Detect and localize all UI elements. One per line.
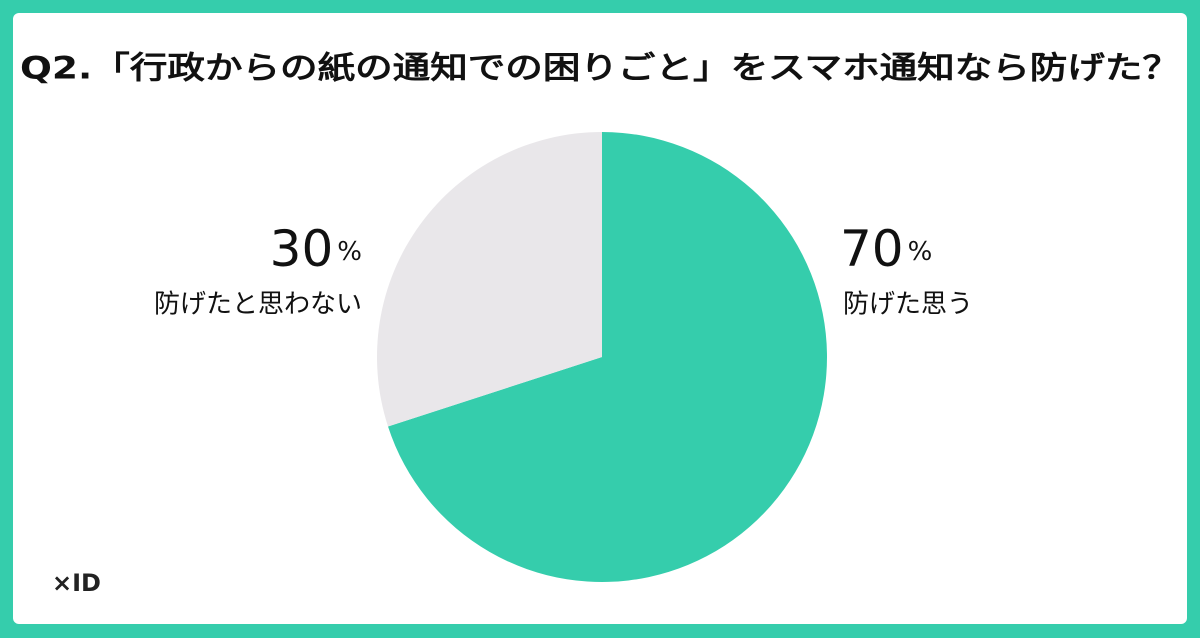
pie-slice	[377, 132, 602, 427]
value-label: 30%	[270, 220, 362, 278]
value-label: 70%	[840, 220, 932, 278]
logo: ×ID	[52, 569, 101, 597]
pie-slice	[388, 132, 828, 583]
chart-title: Q2.「行政からの紙の通知での困りごと」をスマホ通知なら防げた？	[20, 51, 1180, 87]
category-label: 防げたと思わない	[154, 290, 362, 320]
category-label: 防げた思う	[843, 290, 973, 320]
